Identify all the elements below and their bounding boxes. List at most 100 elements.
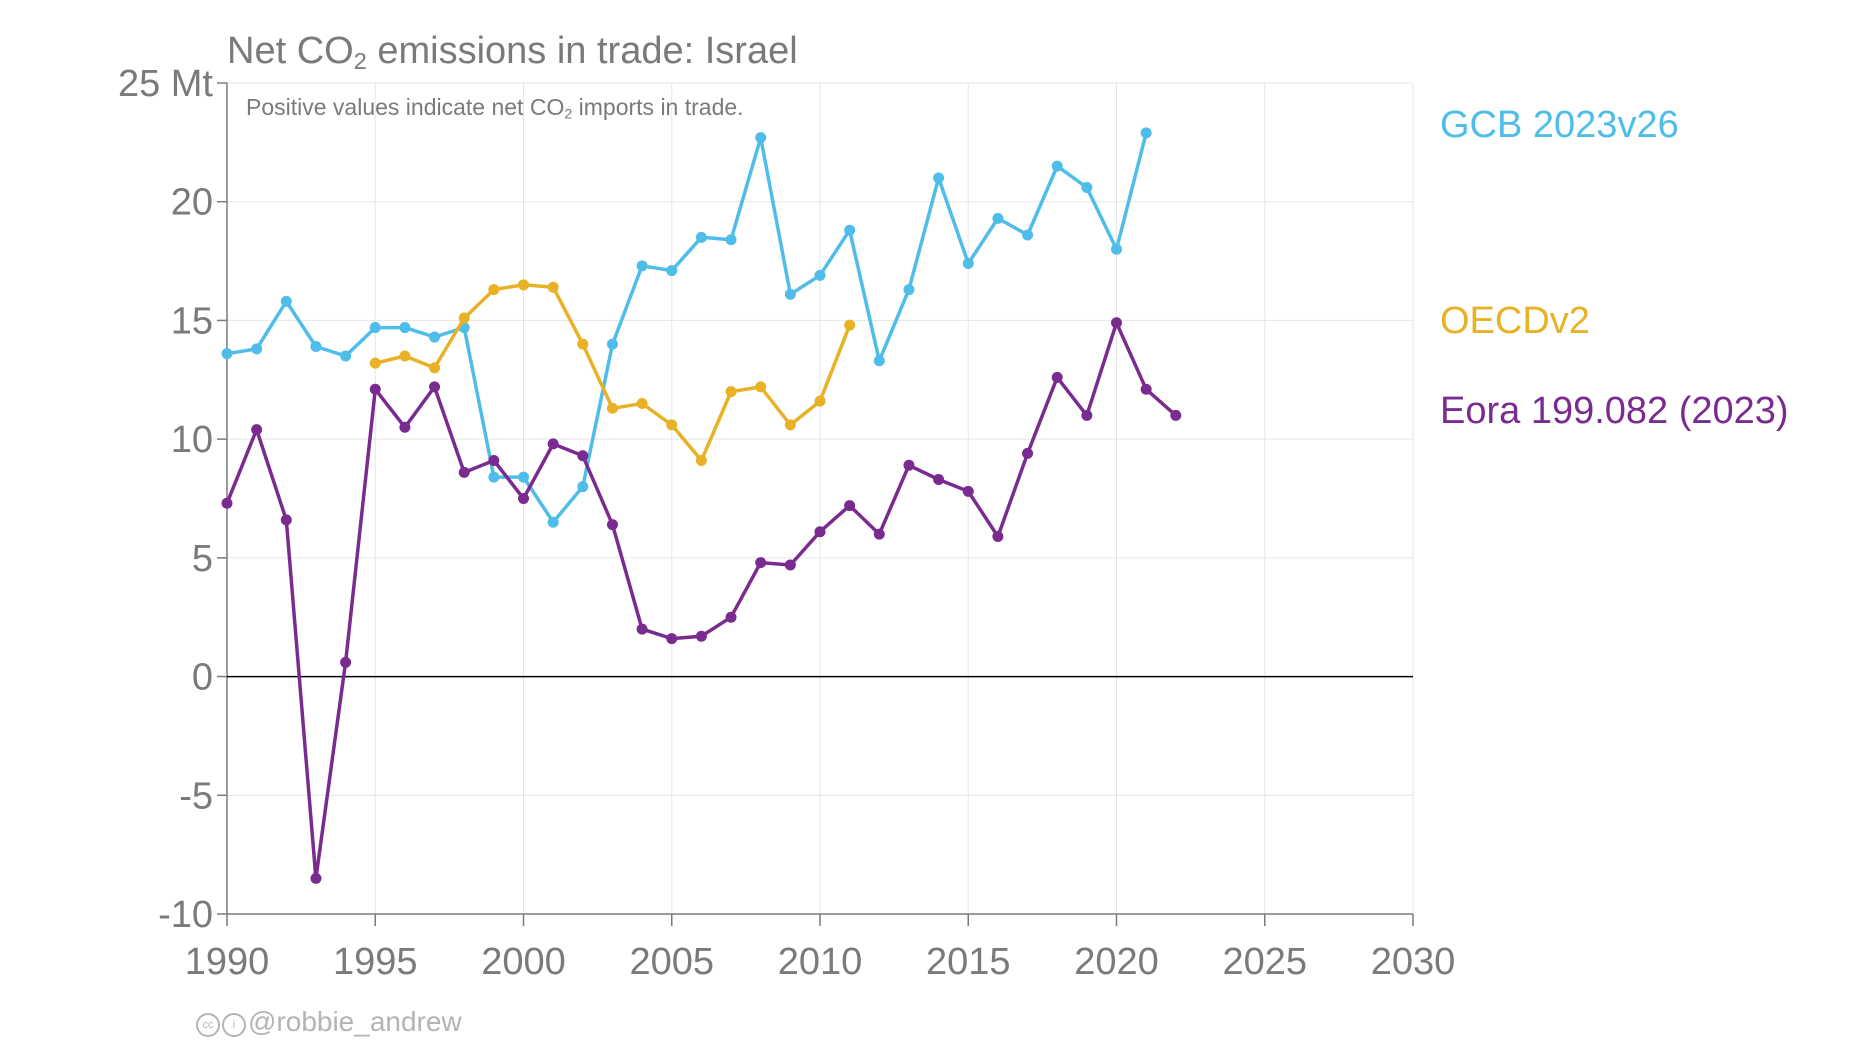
- point-oecd: [458, 312, 470, 324]
- x-tick-label: 2010: [778, 941, 863, 983]
- tick-labels: -10 -5 0 5 10 15 20 25 Mt 1990 1995 2000 2005 2010 20…: [118, 63, 1455, 983]
- point-eora: [784, 559, 796, 571]
- point-gcb: [695, 231, 707, 243]
- point-eora: [606, 519, 618, 531]
- point-eora: [992, 530, 1004, 542]
- point-eora: [310, 872, 322, 884]
- point-gcb: [962, 257, 974, 269]
- point-eora: [814, 526, 826, 538]
- point-gcb: [399, 322, 411, 334]
- point-eora: [547, 438, 559, 450]
- point-gcb: [280, 295, 292, 307]
- point-oecd: [488, 284, 500, 296]
- point-eora: [251, 424, 263, 436]
- point-eora: [636, 623, 648, 635]
- x-tick-label: 2000: [481, 941, 566, 983]
- y-tick-label: -10: [158, 894, 213, 936]
- y-tick-label: 25 Mt: [118, 63, 213, 105]
- point-eora: [1022, 447, 1034, 459]
- y-tick-label: 0: [192, 657, 213, 699]
- y-tick-label: 15: [171, 300, 213, 342]
- point-gcb: [992, 212, 1004, 224]
- point-gcb: [221, 348, 233, 360]
- y-tick-label: -5: [179, 775, 213, 817]
- credit: cc i @robbie_andrew: [196, 1006, 462, 1038]
- point-gcb: [577, 481, 589, 493]
- point-gcb: [903, 284, 915, 296]
- point-oecd: [695, 455, 707, 467]
- point-eora: [518, 493, 529, 504]
- x-tick-label: 2015: [926, 941, 1011, 983]
- point-eora: [666, 633, 678, 645]
- x-tick-label: 2030: [1371, 941, 1456, 983]
- point-eora: [458, 466, 470, 478]
- point-gcb: [1111, 243, 1122, 255]
- point-eora: [1111, 317, 1122, 329]
- point-oecd: [844, 319, 856, 331]
- point-eora: [1140, 383, 1152, 395]
- point-eora: [280, 514, 292, 526]
- point-oecd: [636, 398, 648, 410]
- y-tick-label: 20: [171, 182, 213, 224]
- point-gcb: [547, 516, 559, 528]
- x-tick-label: 2020: [1074, 941, 1159, 983]
- point-gcb: [369, 322, 381, 334]
- point-eora: [873, 528, 885, 540]
- point-eora: [429, 381, 441, 393]
- credit-handle: @robbie_andrew: [248, 1006, 462, 1037]
- chart-title: Net CO2 emissions in trade: Israel: [227, 30, 798, 74]
- point-gcb: [873, 355, 885, 367]
- point-eora: [369, 383, 381, 395]
- point-oecd: [755, 381, 767, 393]
- legend-eora: Eora 199.082 (2023): [1440, 390, 1789, 432]
- point-gcb: [814, 269, 826, 281]
- point-gcb: [251, 343, 263, 355]
- point-eora: [933, 474, 945, 486]
- x-tick-label: 1995: [333, 941, 418, 983]
- legend-gcb: GCB 2023v26: [1440, 104, 1679, 146]
- point-gcb: [310, 341, 322, 353]
- legend-oecd: OECDv2: [1440, 300, 1590, 342]
- point-gcb: [488, 471, 500, 483]
- point-gcb: [933, 172, 945, 184]
- grid-lines: [226, 82, 1414, 915]
- point-eora: [1170, 409, 1182, 421]
- point-gcb: [518, 471, 529, 483]
- point-oecd: [577, 338, 589, 350]
- point-gcb: [636, 260, 648, 272]
- point-eora: [962, 485, 974, 497]
- series-line-oecd: [373, 283, 852, 463]
- point-gcb: [1051, 160, 1063, 172]
- point-oecd: [725, 386, 737, 398]
- cc-icon: cc: [196, 1013, 220, 1037]
- point-oecd: [399, 350, 411, 362]
- point-gcb: [1022, 229, 1034, 241]
- y-tick-label: 10: [171, 419, 213, 461]
- point-oecd: [429, 362, 441, 374]
- point-gcb: [1081, 181, 1093, 193]
- point-oecd: [784, 419, 796, 431]
- x-tick-label: 2005: [629, 941, 714, 983]
- point-eora: [221, 497, 233, 509]
- point-gcb: [755, 132, 767, 144]
- point-oecd: [606, 402, 618, 414]
- point-oecd: [369, 357, 381, 369]
- x-tick-label: 1990: [185, 941, 270, 983]
- point-gcb: [666, 265, 678, 277]
- point-gcb: [784, 288, 796, 300]
- point-oecd: [547, 281, 559, 293]
- point-gcb: [1140, 127, 1152, 139]
- chart-subtitle: Positive values indicate net CO2 imports…: [246, 94, 744, 123]
- point-eora: [340, 656, 352, 668]
- point-oecd: [666, 419, 678, 431]
- point-gcb: [606, 338, 618, 350]
- point-eora: [488, 455, 500, 467]
- series-lines: [221, 127, 1182, 884]
- point-eora: [1051, 371, 1063, 383]
- point-oecd: [518, 279, 529, 291]
- point-eora: [695, 630, 707, 642]
- point-eora: [577, 450, 589, 462]
- point-eora: [903, 459, 915, 471]
- point-oecd: [814, 395, 826, 407]
